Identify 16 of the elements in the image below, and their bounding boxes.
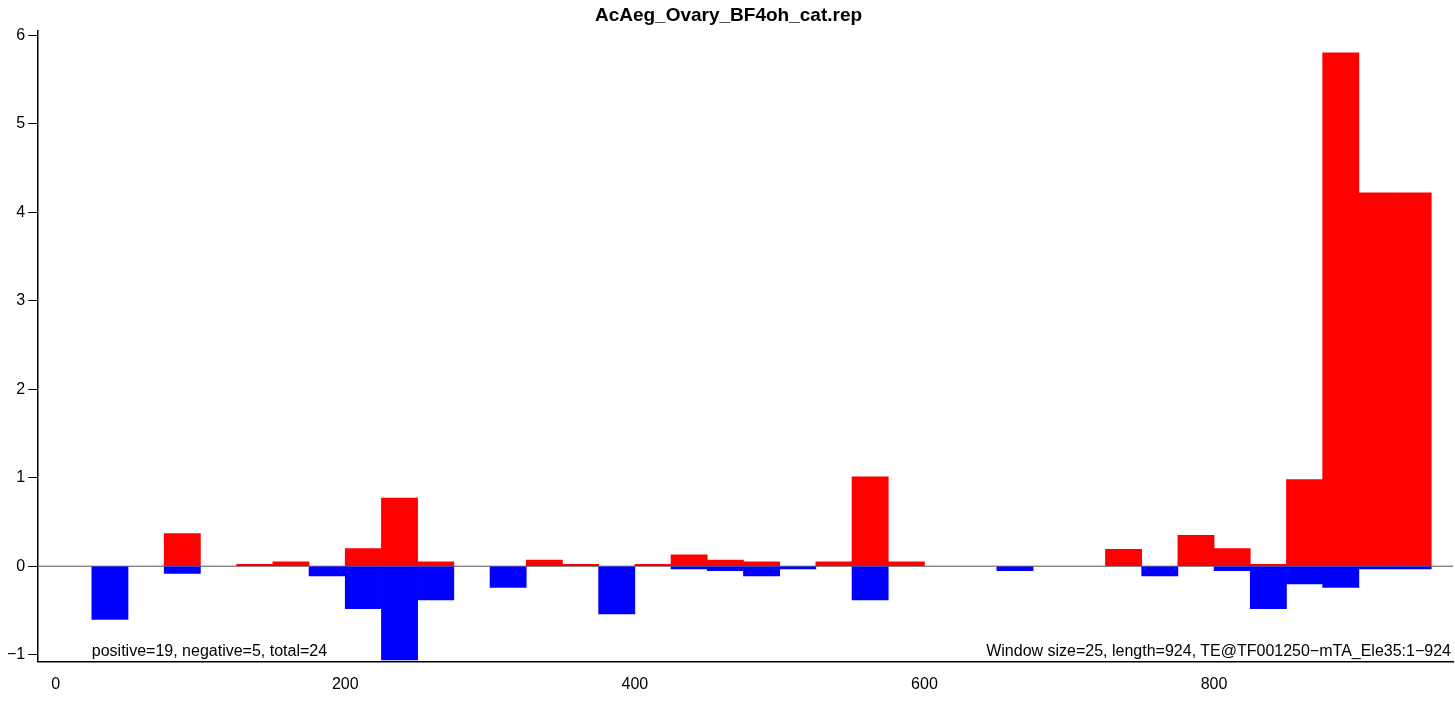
x-tick-label: 600 bbox=[911, 674, 938, 692]
x-tick-label: 400 bbox=[621, 674, 649, 692]
annotation: positive=19, negative=5, total=24 bbox=[91, 642, 328, 660]
chart-title: AcAeg_Ovary_BF4oh_cat.rep bbox=[594, 3, 863, 25]
x-tick-label: 0 bbox=[51, 674, 61, 692]
y-tick-label: 6 bbox=[16, 25, 26, 43]
annotation: Window size=25, length=924, TE@TF001250−mTA_Ele35:1−924 bbox=[986, 642, 1452, 661]
x-tick-label: 200 bbox=[331, 674, 359, 692]
y-tick-label: 0 bbox=[16, 556, 26, 574]
y-tick-label: −1 bbox=[6, 645, 26, 663]
y-tick-label: 2 bbox=[16, 379, 26, 397]
y-tick-label: 4 bbox=[16, 202, 26, 220]
x-tick-label: 800 bbox=[1200, 674, 1228, 692]
y-tick-label: 3 bbox=[16, 291, 26, 309]
y-tick-label: 5 bbox=[16, 114, 26, 132]
y-tick-label: 1 bbox=[16, 468, 26, 486]
